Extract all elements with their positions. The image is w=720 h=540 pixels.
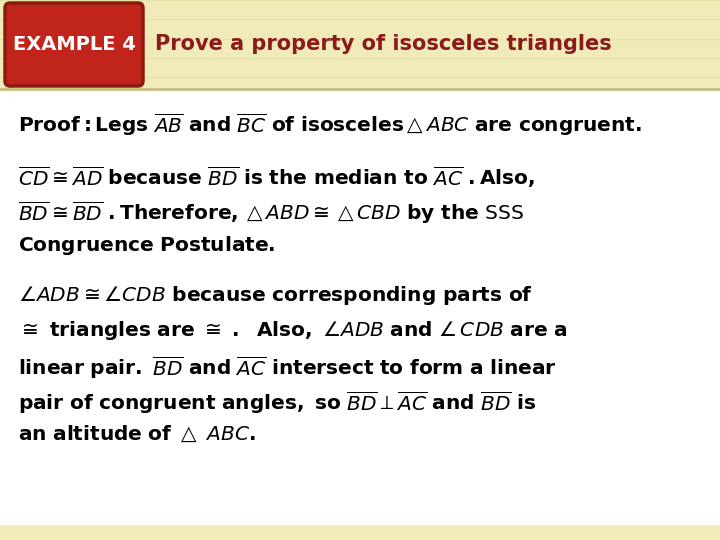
Bar	[0, 89, 720, 540]
Text: $\mathbf{linear\ pair.}$ $\overline{BD}$ $\mathbf{and}$ $\overline{AC}$ $\mathbf: $\mathbf{linear\ pair.}$ $\overline{BD}$…	[18, 354, 557, 381]
Text: $\angle\mathit{ADB}\cong\angle\mathit{CDB}$ $\mathbf{because\ corresponding\ par: $\angle\mathit{ADB}\cong\angle\mathit{CD…	[18, 284, 533, 307]
Text: $\mathbf{Congruence\ Postulate.}$: $\mathbf{Congruence\ Postulate.}$	[18, 234, 276, 257]
Bar	[0, 525, 720, 540]
Text: $\mathbf{an\ altitude\ of}$ $\triangle$ $\mathit{ABC}$$\mathbf{.}$: $\mathbf{an\ altitude\ of}$ $\triangle$ …	[18, 424, 256, 444]
Text: EXAMPLE 4: EXAMPLE 4	[12, 35, 135, 54]
Text: $\mathbf{Proof : Legs}$ $\overline{\mathit{AB}}$ $\mathbf{and}$ $\overline{\math: $\mathbf{Proof : Legs}$ $\overline{\math…	[18, 111, 642, 138]
Text: $\mathbf{pair\ of\ congruent\ angles,\ so}$ $\overline{BD}\perp\overline{AC}$ $\: $\mathbf{pair\ of\ congruent\ angles,\ s…	[18, 389, 536, 416]
Text: $\cong$ $\mathbf{triangles\ are}$ $\cong$ $\mathbf{.\ \ Also,}$ $\angle\mathit{A: $\cong$ $\mathbf{triangles\ are}$ $\cong…	[18, 319, 567, 342]
Text: $\overline{CD}\cong\overline{AD}$ $\mathbf{because}$ $\overline{BD}$ $\mathbf{is: $\overline{CD}\cong\overline{AD}$ $\math…	[18, 164, 535, 190]
FancyBboxPatch shape	[5, 3, 143, 86]
Text: $\overline{BD}\cong\overline{BD}$ $\mathbf{. Therefore,}$$\mathbf{\triangle}\mat: $\overline{BD}\cong\overline{BD}$ $\math…	[18, 199, 523, 226]
Text: Prove a property of isosceles triangles: Prove a property of isosceles triangles	[155, 35, 612, 55]
